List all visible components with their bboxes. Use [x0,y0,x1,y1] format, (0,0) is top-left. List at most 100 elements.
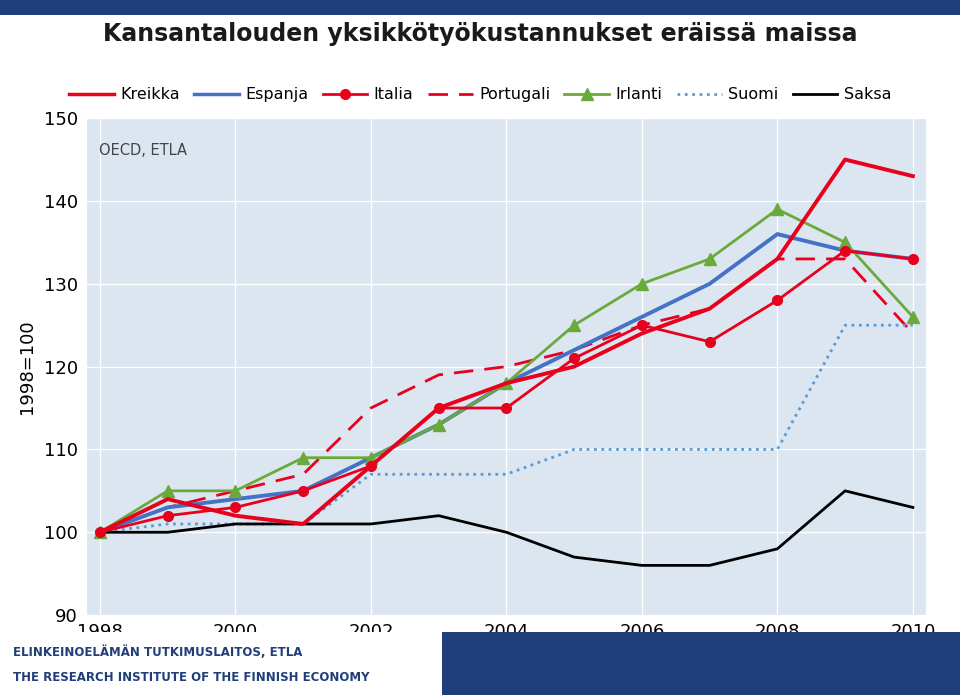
Line: Portugali: Portugali [100,259,913,532]
Portugali [433,370,444,379]
Suomi [500,470,512,478]
Espanja [772,230,783,238]
Saksa [162,528,174,537]
Kreikka [433,404,444,412]
Line: Espanja: Espanja [100,234,913,532]
Italia [500,404,512,412]
Irlanti [500,379,512,387]
Irlanti [568,321,580,329]
Suomi [839,321,851,329]
Line: Suomi: Suomi [100,325,913,532]
Italia [839,247,851,255]
Italia [298,486,309,495]
Portugali [229,486,241,495]
Line: Italia: Italia [95,246,918,537]
Irlanti [433,420,444,429]
Kreikka [229,512,241,520]
Kreikka [568,363,580,371]
Text: ELINKEINOELÄMÄN TUTKIMUSLAITOS, ETLA: ELINKEINOELÄMÄN TUTKIMUSLAITOS, ETLA [13,646,302,660]
Saksa [433,512,444,520]
Suomi [162,520,174,528]
Kreikka [636,329,648,338]
Line: Kreikka: Kreikka [100,160,913,532]
Irlanti [162,486,174,495]
Text: OECD, ETLA: OECD, ETLA [99,143,187,158]
Italia [229,503,241,512]
Saksa [229,520,241,528]
Kreikka [704,304,715,313]
Portugali [839,255,851,263]
Kreikka [500,379,512,387]
Suomi [433,470,444,478]
Italia [772,296,783,304]
Suomi [229,520,241,528]
Portugali [636,321,648,329]
Irlanti [772,205,783,213]
Irlanti [229,486,241,495]
Suomi [907,321,919,329]
Espanja [839,247,851,255]
Kreikka [365,462,376,471]
Italia [704,338,715,346]
Saksa [704,562,715,570]
Saksa [772,545,783,553]
Text: Kansantalouden yksikkötyökustannukset eräissä maissa: Kansantalouden yksikkötyökustannukset er… [103,22,857,47]
Portugali [568,346,580,354]
Portugali [365,404,376,412]
Italia [636,321,648,329]
Suomi [636,445,648,454]
Kreikka [162,495,174,503]
Suomi [94,528,106,537]
Espanja [907,255,919,263]
Portugali [94,528,106,537]
Italia [94,528,106,537]
Espanja [704,279,715,288]
Suomi [365,470,376,478]
Text: THE RESEARCH INSTITUTE OF THE FINNISH ECONOMY: THE RESEARCH INSTITUTE OF THE FINNISH EC… [13,671,370,684]
Irlanti [365,454,376,462]
Portugali [500,363,512,371]
Irlanti [636,279,648,288]
Espanja [162,503,174,512]
Kreikka [839,156,851,164]
Line: Irlanti: Irlanti [94,204,919,538]
Portugali [704,304,715,313]
Portugali [162,503,174,512]
Espanja [298,486,309,495]
Saksa [500,528,512,537]
Saksa [94,528,106,537]
Espanja [94,528,106,537]
Espanja [636,313,648,321]
Saksa [907,503,919,512]
Irlanti [839,238,851,247]
Irlanti [907,313,919,321]
Saksa [839,486,851,495]
Italia [433,404,444,412]
Suomi [772,445,783,454]
Italia [907,255,919,263]
Saksa [568,553,580,562]
Saksa [636,562,648,570]
Line: Saksa: Saksa [100,491,913,566]
Espanja [433,420,444,429]
Portugali [298,470,309,478]
Kreikka [907,172,919,180]
Irlanti [94,528,106,537]
Espanja [229,495,241,503]
Suomi [298,520,309,528]
Y-axis label: 1998=100: 1998=100 [17,319,36,414]
Portugali [907,329,919,338]
Espanja [365,454,376,462]
Suomi [704,445,715,454]
Espanja [568,346,580,354]
Saksa [298,520,309,528]
Suomi [568,445,580,454]
Portugali [772,255,783,263]
Kreikka [94,528,106,537]
Italia [568,354,580,363]
Kreikka [298,520,309,528]
Espanja [500,379,512,387]
Irlanti [298,454,309,462]
Legend: Kreikka, Espanja, Italia, Portugali, Irlanti, Suomi, Saksa: Kreikka, Espanja, Italia, Portugali, Irl… [62,81,898,108]
Italia [162,512,174,520]
